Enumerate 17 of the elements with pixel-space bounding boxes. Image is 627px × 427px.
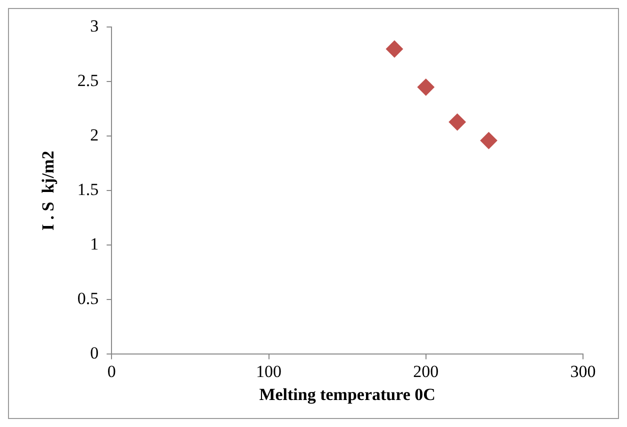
x-tick-label: 0: [107, 362, 116, 381]
y-tick-label: 2.5: [77, 71, 99, 90]
y-tick-label: 0.5: [77, 289, 99, 308]
y-tick-label: 0: [90, 344, 99, 363]
x-tick-label: 300: [570, 362, 596, 381]
x-axis-title: Melting temperature 0C: [259, 385, 436, 404]
point: [386, 40, 403, 58]
y-tick-label: 3: [90, 16, 99, 36]
point: [480, 132, 498, 150]
y-tick-label: 1.5: [77, 180, 99, 200]
point: [448, 114, 466, 131]
x-tick-label: 100: [256, 362, 282, 381]
y-tick-label: 2: [90, 126, 99, 145]
y-tick-label: 1: [90, 234, 99, 254]
x-tick-label: 200: [413, 362, 439, 381]
y-axis-title: I . S kj/m2: [38, 150, 58, 231]
point: [417, 78, 434, 96]
